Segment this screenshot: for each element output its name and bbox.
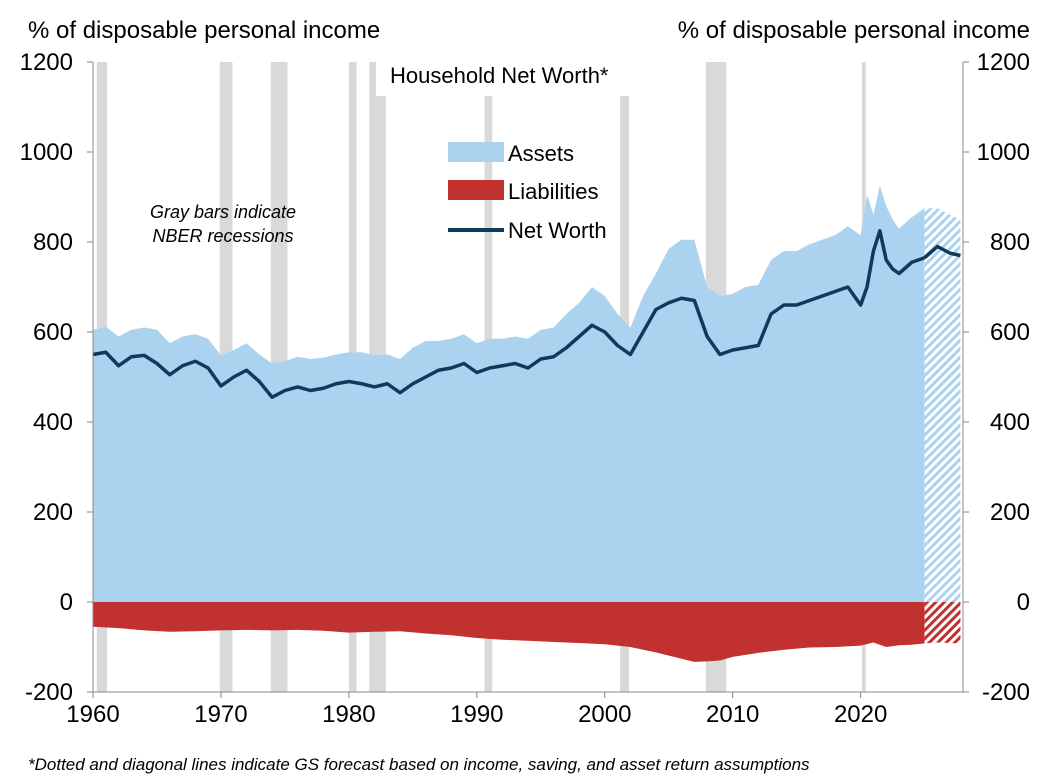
- right-y-tick-label: 800: [990, 229, 1030, 256]
- line-series: [92, 229, 961, 399]
- left-axis-title: % of disposable personal income: [28, 17, 380, 44]
- legend-swatch-assets: [448, 142, 504, 162]
- liabilities-area: [93, 602, 925, 662]
- legend: Assets Liabilities Net Worth: [448, 141, 607, 243]
- left-y-tick-label: 1000: [20, 139, 73, 166]
- right-y-tick-label: 1000: [977, 139, 1030, 166]
- left-y-tick-label: 0: [60, 589, 73, 616]
- left-y-tick-label: -200: [25, 679, 73, 706]
- x-tick-label: 2000: [578, 701, 631, 728]
- recession-note-line-1: Gray bars indicate: [150, 202, 296, 222]
- chart-title: Household Net Worth*: [390, 63, 609, 88]
- legend-label-assets: Assets: [508, 141, 574, 166]
- legend-label-liabilities: Liabilities: [508, 179, 599, 204]
- recession-note-line-2: NBER recessions: [152, 226, 293, 246]
- assets-area: [93, 185, 925, 602]
- area-series: [93, 185, 961, 662]
- x-tick-label: 2010: [706, 701, 759, 728]
- left-y-tick-label: 800: [33, 229, 73, 256]
- chart-title-backdrop: [376, 58, 662, 96]
- ticks: 1200 1200 1000 1000 800 800 600 600 400 400 200 200…: [20, 49, 1030, 728]
- x-tick-label: 1960: [66, 701, 119, 728]
- left-y-tick-label: 600: [33, 319, 73, 346]
- right-y-tick-label: 200: [990, 499, 1030, 526]
- net-worth-line: [92, 229, 926, 399]
- x-tick-label: 1980: [322, 701, 375, 728]
- right-y-tick-label: 400: [990, 409, 1030, 436]
- right-axis-title: % of disposable personal income: [678, 17, 1030, 44]
- x-tick-label: 2020: [834, 701, 887, 728]
- right-y-tick-label: 0: [1017, 589, 1030, 616]
- legend-label-net-worth: Net Worth: [508, 218, 607, 243]
- right-y-tick-label: -200: [982, 679, 1030, 706]
- left-y-tick-label: 400: [33, 409, 73, 436]
- left-y-tick-label: 200: [33, 499, 73, 526]
- assets-area-forecast: [924, 208, 961, 602]
- liabilities-area-forecast: [924, 602, 961, 644]
- right-y-tick-label: 1200: [977, 49, 1030, 76]
- axes: [92, 62, 964, 693]
- legend-swatch-liabilities: [448, 180, 504, 200]
- footnote: *Dotted and diagonal lines indicate GS f…: [28, 755, 810, 774]
- x-tick-label: 1990: [450, 701, 503, 728]
- right-y-tick-label: 600: [990, 319, 1030, 346]
- net-worth-line-forecast: [923, 244, 961, 260]
- left-y-tick-label: 1200: [20, 49, 73, 76]
- x-tick-label: 1970: [194, 701, 247, 728]
